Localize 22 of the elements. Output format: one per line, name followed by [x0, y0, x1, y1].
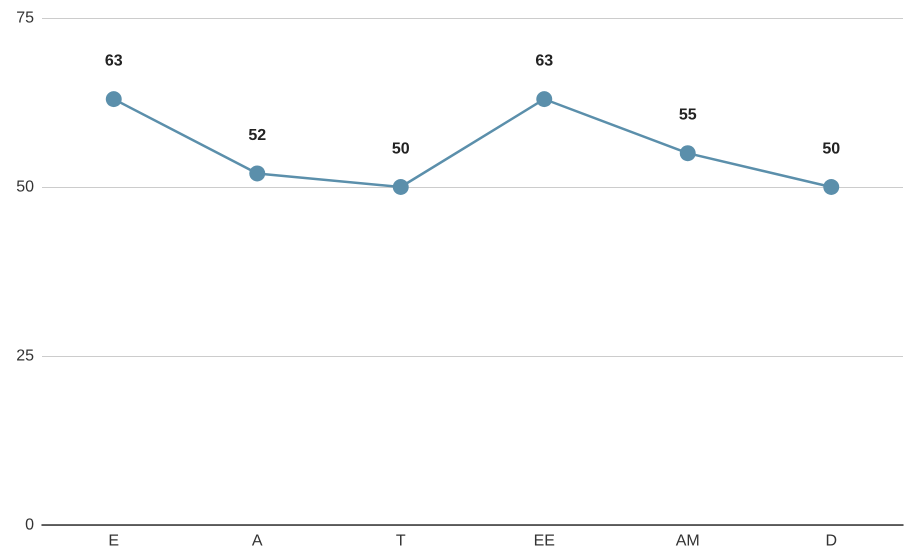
- point: [392, 179, 409, 195]
- data-label: 63: [104, 52, 123, 70]
- point: [823, 179, 840, 195]
- x-tick-label: EE: [534, 532, 555, 550]
- x-tick-label: T: [396, 532, 406, 550]
- x-tick-label: D: [825, 532, 838, 550]
- y-tick-label: 50: [16, 178, 34, 196]
- y-tick-label: 0: [25, 516, 34, 534]
- data-label: 50: [392, 140, 410, 158]
- x-tick-label: AM: [676, 532, 700, 550]
- data-label: 52: [248, 126, 266, 144]
- data-label: 63: [535, 52, 554, 70]
- data-label: 55: [678, 106, 697, 124]
- x-tick-label: A: [252, 532, 263, 550]
- data-label: 50: [822, 140, 840, 158]
- point: [106, 91, 122, 108]
- point: [680, 145, 696, 162]
- y-tick-label: 25: [16, 348, 34, 364]
- point: [536, 91, 552, 108]
- point: [249, 165, 266, 182]
- y-tick-label: 75: [16, 10, 34, 26]
- x-tick-label: E: [108, 532, 120, 550]
